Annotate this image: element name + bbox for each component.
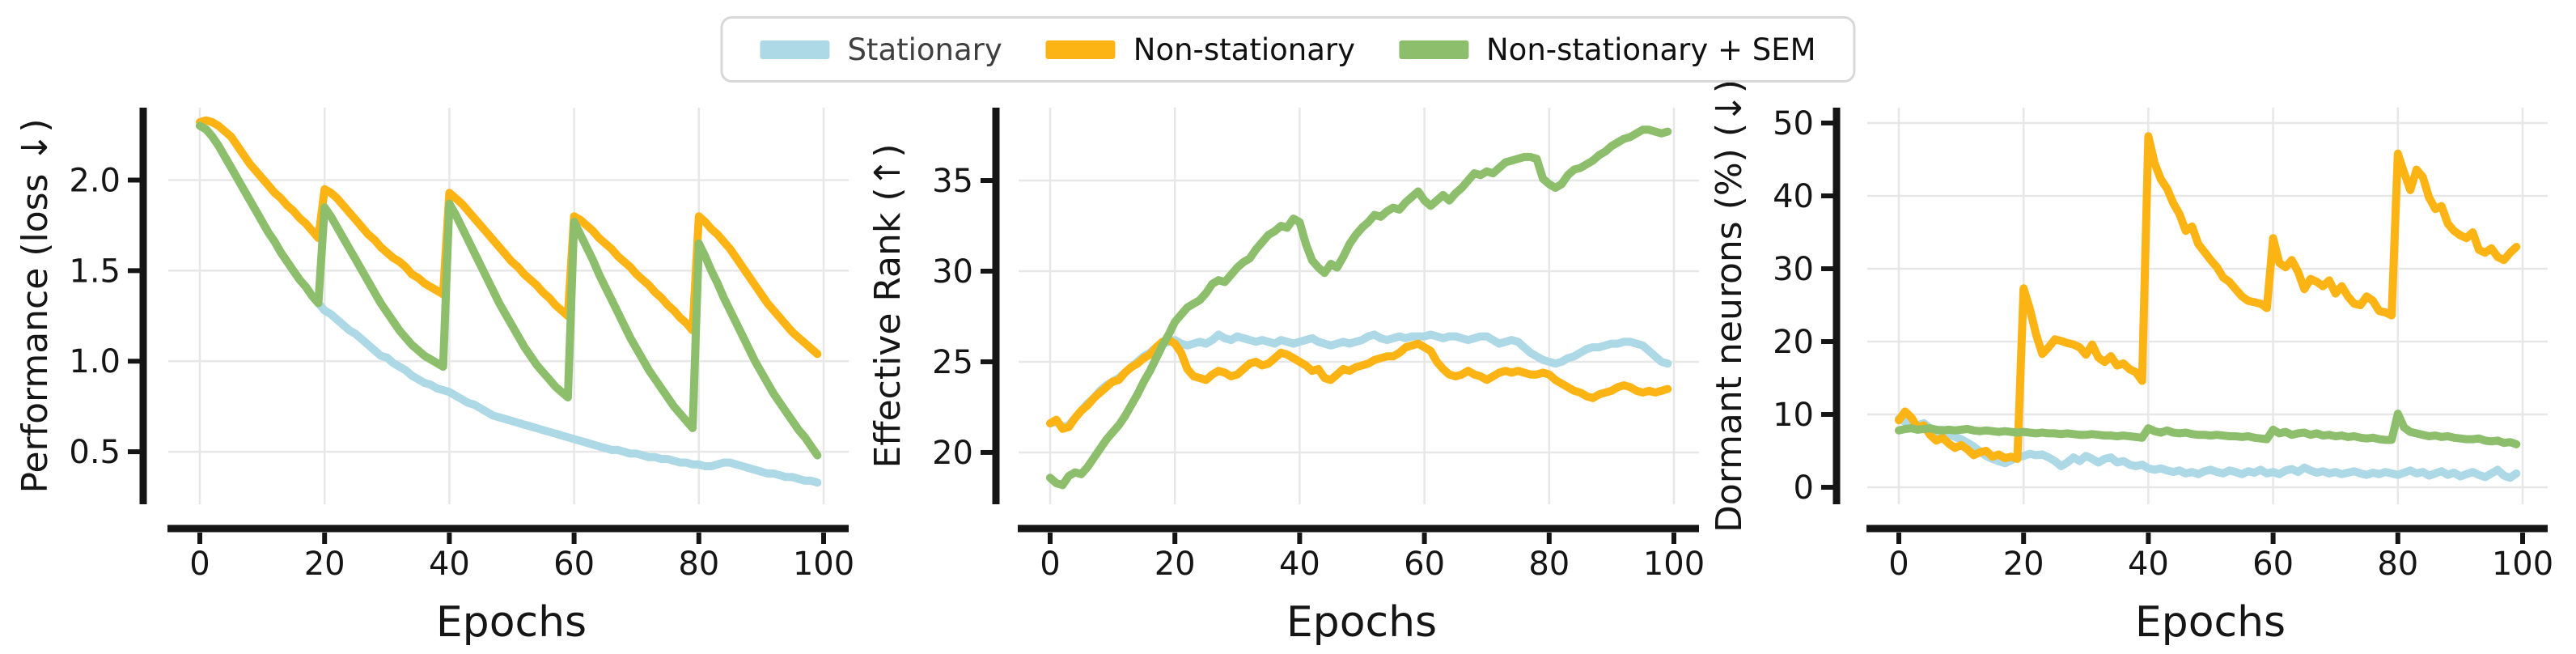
panel-3-line-stationary <box>1895 414 2521 482</box>
legend-item-non-stationary: Non-stationary <box>1045 32 1356 67</box>
svg-text:20: 20 <box>304 546 345 583</box>
panel-2-lines <box>1046 125 1672 490</box>
svg-text:0: 0 <box>1888 546 1909 583</box>
legend-swatch-stationary <box>760 40 830 59</box>
legend-item-stationary: Stationary <box>760 35 1002 65</box>
panel-1-grid <box>168 108 849 504</box>
legend: Stationary Non-stationary Non-stationary… <box>720 16 1856 83</box>
svg-text:10: 10 <box>1773 397 1814 434</box>
panel-3-line-non_stationary <box>1895 132 2521 463</box>
panel-3-labels: 0 10 20 30 40 50 0 20 40 60 80 100 Epochs Dormant neu… <box>1709 79 2553 647</box>
panel-3-grid <box>1867 108 2548 504</box>
svg-text:60: 60 <box>1404 546 1445 583</box>
panel-2-line-non_stationary_sem <box>1046 125 1672 490</box>
svg-text:40: 40 <box>1773 178 1814 215</box>
svg-text:100: 100 <box>2492 546 2553 583</box>
svg-text:0: 0 <box>1794 469 1814 507</box>
svg-text:80: 80 <box>1528 546 1570 583</box>
svg-text:0.5: 0.5 <box>69 434 121 471</box>
svg-text:2.0: 2.0 <box>69 162 121 199</box>
panel-1-lines <box>196 116 822 487</box>
svg-text:50: 50 <box>1773 105 1814 142</box>
panel-2-ylabel: Effective Rank (↑) <box>867 143 909 468</box>
panel-2-grid <box>1019 108 1699 504</box>
panel-1-xlabel: Epochs <box>436 598 587 647</box>
panel-3-axes <box>1821 108 2548 544</box>
svg-text:1.5: 1.5 <box>69 253 121 290</box>
legend-label-stationary: Stationary <box>847 32 1002 67</box>
panel-1: 0.5 1.0 1.5 2.0 0 20 40 60 80 100 Epochs Performanc… <box>15 108 854 647</box>
legend-swatch-non-stationary <box>1045 40 1116 59</box>
panel-1-labels: 0.5 1.0 1.5 2.0 0 20 40 60 80 100 Epochs Performanc… <box>15 119 854 648</box>
svg-text:25: 25 <box>932 344 973 381</box>
svg-text:30: 30 <box>1773 251 1814 288</box>
svg-text:60: 60 <box>553 546 595 583</box>
svg-text:35: 35 <box>932 163 973 200</box>
svg-text:80: 80 <box>678 546 719 583</box>
legend-label-non-stationary-sem: Non-stationary + SEM <box>1486 32 1816 67</box>
svg-text:30: 30 <box>932 253 973 291</box>
panel-3-ylabel: Dormant neurons (%) (↓) <box>1709 79 1750 533</box>
legend-item-non-stationary-sem: Non-stationary + SEM <box>1399 35 1816 65</box>
svg-text:20: 20 <box>1155 546 1196 583</box>
svg-text:100: 100 <box>793 546 854 583</box>
panel-1-axes <box>128 108 849 544</box>
panel-1-line-non_stationary_sem <box>196 121 822 460</box>
panel-2-xlabel: Epochs <box>1286 598 1437 647</box>
svg-text:1.0: 1.0 <box>69 343 121 380</box>
svg-text:20: 20 <box>2003 546 2044 583</box>
panel-3-xlabel: Epochs <box>2135 598 2286 647</box>
svg-text:0: 0 <box>189 546 210 583</box>
legend-label-non-stationary: Non-stationary <box>1133 32 1356 67</box>
panel-3-lines <box>1895 132 2521 482</box>
svg-text:40: 40 <box>2128 546 2169 583</box>
svg-text:40: 40 <box>1279 546 1320 583</box>
panel-2-axes <box>981 108 1699 544</box>
panel-3: 0 10 20 30 40 50 0 20 40 60 80 100 Epochs Dormant neu… <box>1709 79 2553 647</box>
svg-text:40: 40 <box>429 546 470 583</box>
svg-text:80: 80 <box>2377 546 2418 583</box>
panel-1-ylabel: Performance (loss ↓) <box>15 119 56 494</box>
panel-2-line-non_stationary <box>1046 336 1672 433</box>
panel-1-line-non_stationary <box>196 116 822 359</box>
panel-2: 20 25 30 35 0 20 40 60 80 100 Epochs Effective Rank… <box>867 108 1705 647</box>
svg-text:20: 20 <box>932 435 973 472</box>
legend-swatch-non-stationary-sem <box>1399 40 1469 59</box>
panel-2-labels: 20 25 30 35 0 20 40 60 80 100 Epochs Effective Rank… <box>867 143 1705 647</box>
svg-text:60: 60 <box>2252 546 2294 583</box>
panel-3-line-non_stationary_sem <box>1895 410 2521 448</box>
svg-text:100: 100 <box>1643 546 1705 583</box>
svg-text:0: 0 <box>1040 546 1060 583</box>
svg-text:20: 20 <box>1773 324 1814 361</box>
